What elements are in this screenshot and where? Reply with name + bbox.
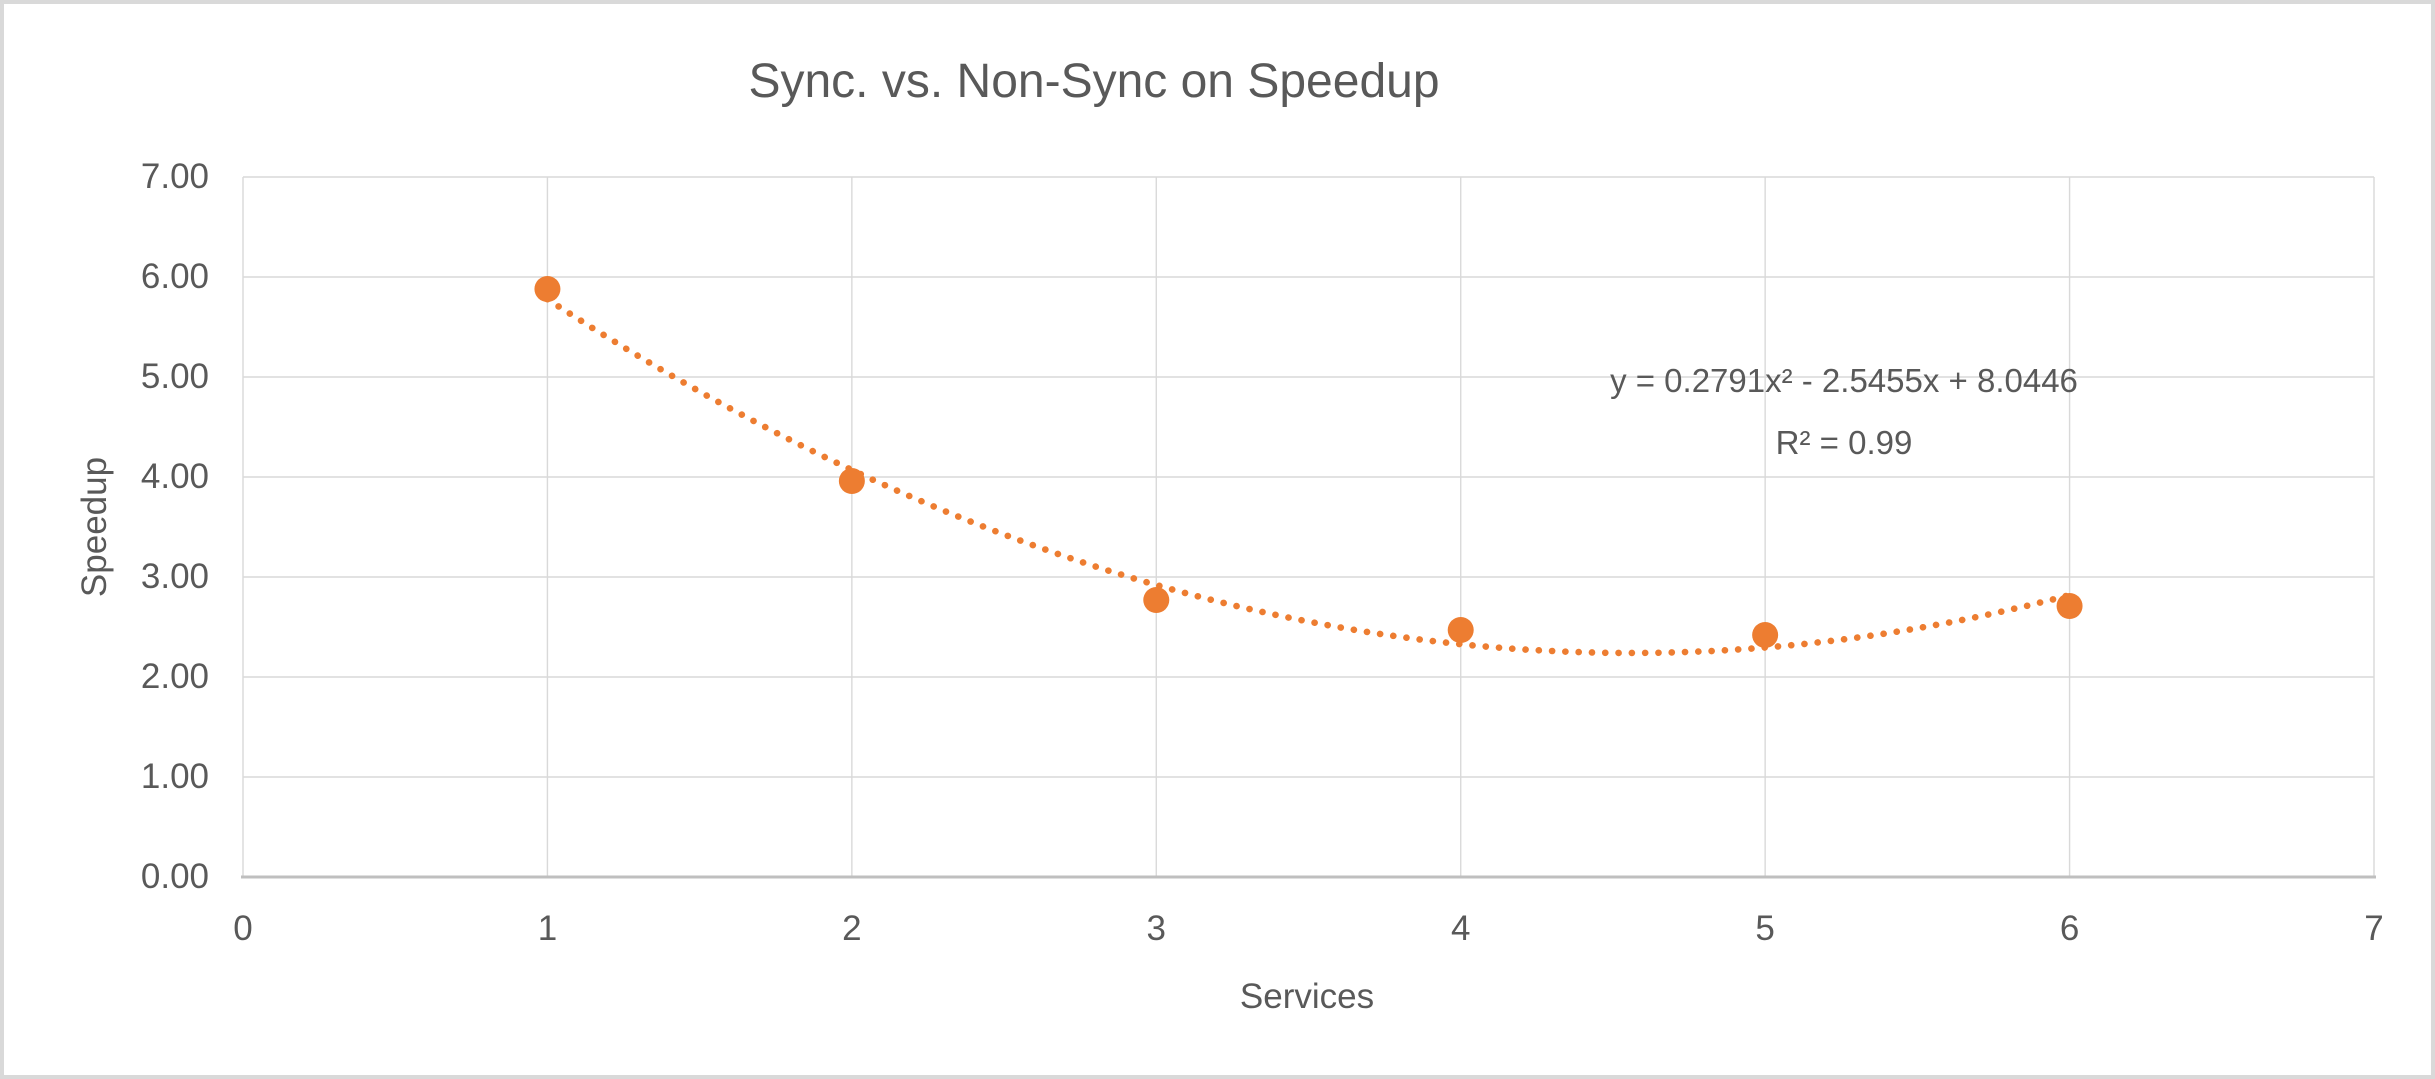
x-tick-label: 2 <box>842 909 862 948</box>
data-point <box>1752 622 1779 648</box>
y-tick-label: 6.00 <box>140 257 209 296</box>
y-tick-label: 4.00 <box>140 457 209 496</box>
trendline-equation: y = 0.2791x² - 2.5455x + 8.0446 <box>1610 362 2078 399</box>
x-axis-title: Services <box>1239 977 1375 1016</box>
y-tick-label: 1.00 <box>140 757 209 796</box>
y-tick-label: 5.00 <box>140 357 209 396</box>
x-tick-label: 4 <box>1450 909 1471 948</box>
y-tick-label: 2.00 <box>140 657 209 696</box>
y-tick-label: 3.00 <box>140 557 209 596</box>
x-tick-label: 5 <box>1755 909 1775 948</box>
trendline-annotation: y = 0.2791x² - 2.5455x + 8.0446 R² = 0.9… <box>1494 350 2194 474</box>
x-tick-label: 0 <box>233 909 253 948</box>
x-tick-label: 1 <box>537 909 558 948</box>
data-point <box>1447 617 1474 643</box>
data-point <box>1143 587 1170 613</box>
x-tick-label: 7 <box>2364 909 2384 948</box>
y-tick-label: 7.00 <box>140 157 209 196</box>
y-axis-title: Speedup <box>75 456 114 598</box>
plot-area <box>241 176 2376 879</box>
data-point <box>2056 593 2083 619</box>
data-point <box>534 276 561 302</box>
data-point <box>838 468 865 494</box>
x-tick-label: 3 <box>1146 909 1167 948</box>
y-tick-label: 0.00 <box>140 857 209 896</box>
trendline-r-squared: R² = 0.99 <box>1775 424 1913 461</box>
x-tick-label: 6 <box>2059 909 2080 948</box>
chart-title: Sync. vs. Non-Sync on Speedup <box>748 55 1440 108</box>
trendline <box>544 295 2073 657</box>
